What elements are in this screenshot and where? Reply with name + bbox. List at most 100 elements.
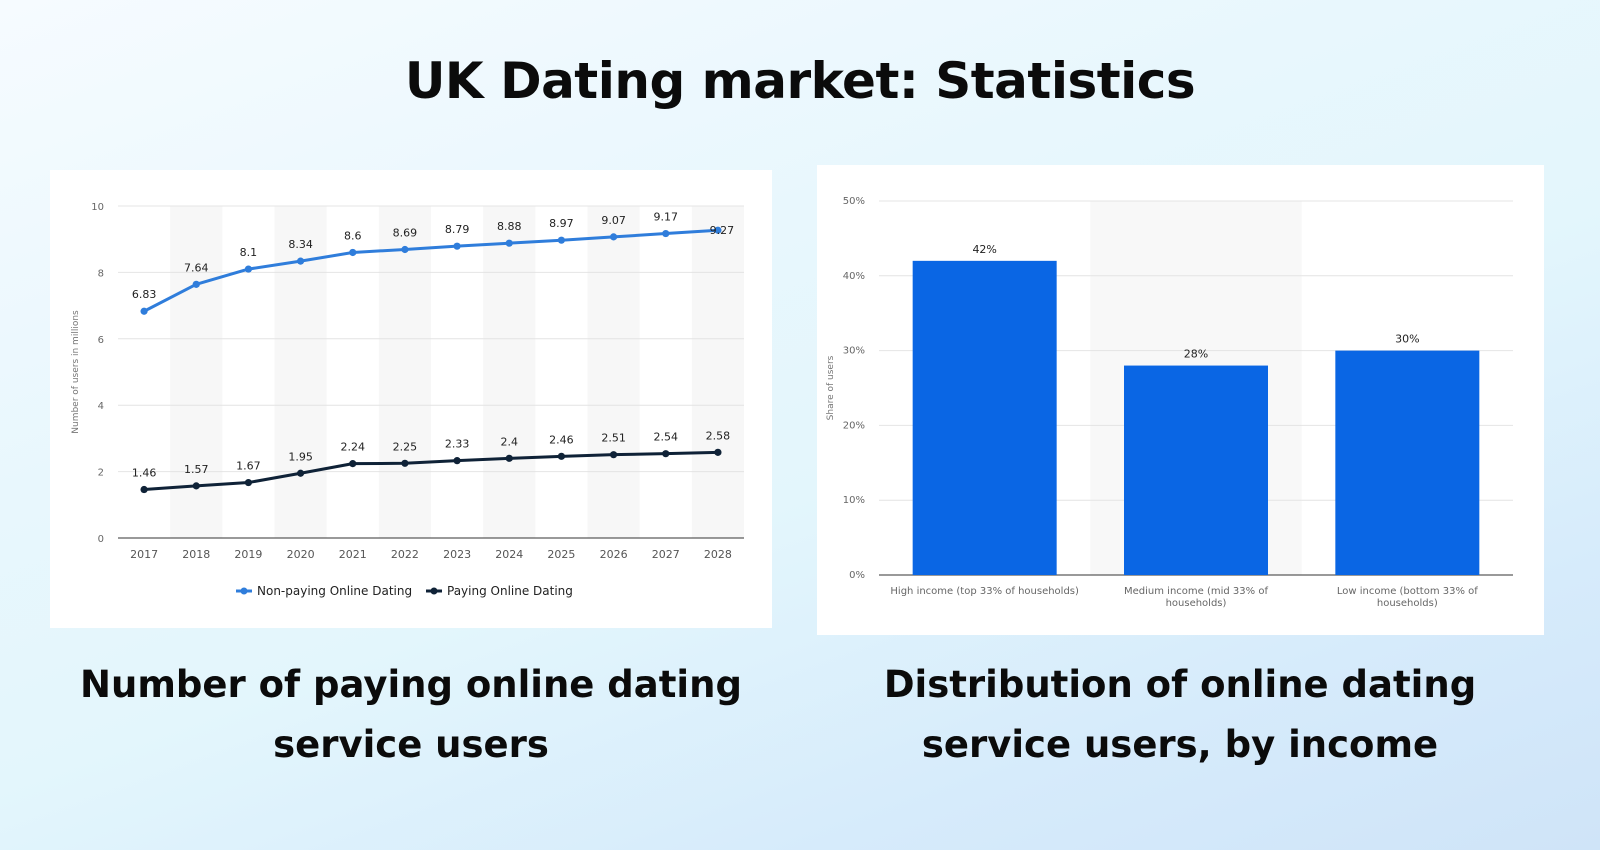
- x-tick-label: households): [1377, 598, 1438, 609]
- data-label: 2.25: [393, 440, 418, 453]
- data-point: [453, 242, 461, 250]
- data-label: 1.46: [132, 467, 157, 480]
- y-tick-label: 30%: [843, 346, 865, 357]
- data-label: 1.95: [288, 450, 313, 463]
- bar-chart-caption: Distribution of online dating service us…: [800, 655, 1560, 775]
- x-tick-label: Medium income (mid 33% of: [1124, 586, 1268, 597]
- data-label: 2.33: [445, 438, 470, 451]
- data-label: 2.4: [501, 435, 519, 448]
- y-tick-label: 50%: [843, 196, 865, 207]
- y-axis-label: Share of users: [826, 355, 836, 420]
- x-tick-label: households): [1166, 598, 1227, 609]
- data-point: [662, 450, 670, 458]
- data-point: [453, 457, 461, 465]
- y-tick-label: 6: [98, 335, 104, 346]
- y-tick-label: 40%: [843, 271, 865, 282]
- line-chart-caption-line2: service users: [273, 723, 549, 766]
- y-tick-label: 2: [98, 468, 104, 479]
- data-label: 42%: [972, 243, 996, 256]
- x-tick-label: Low income (bottom 33% of: [1337, 586, 1478, 597]
- data-point: [505, 454, 513, 462]
- data-point: [244, 265, 253, 273]
- data-label: 9.27: [710, 224, 735, 237]
- x-tick-label: 2022: [391, 548, 419, 561]
- x-tick-label: 2025: [547, 548, 575, 561]
- y-tick-label: 0: [98, 534, 104, 545]
- data-label: 8.97: [549, 217, 574, 230]
- line-chart-caption-line1: Number of paying online dating: [80, 663, 742, 706]
- page-title: UK Dating market: Statistics: [404, 52, 1196, 110]
- data-point: [557, 452, 566, 460]
- series-line-non-paying: [143, 228, 719, 313]
- data-label: 7.64: [184, 261, 209, 274]
- data-label: 8.79: [445, 223, 470, 236]
- bar-chart: 0% 10% 20% 30% 40% 50% Share of users 42% High i…: [826, 196, 1513, 609]
- legend-label: Paying Online Dating: [447, 584, 573, 598]
- legend-label: Non-paying Online Dating: [257, 584, 412, 598]
- data-point: [296, 469, 305, 477]
- x-tick-label: 2024: [495, 548, 523, 561]
- column-band: [691, 206, 744, 538]
- data-point: [714, 448, 722, 456]
- legend-marker: [240, 587, 248, 595]
- data-label: 8.1: [240, 246, 258, 259]
- data-point: [349, 460, 357, 468]
- data-label: 9.17: [654, 211, 679, 224]
- x-tick-label: High income (top 33% of households): [890, 586, 1079, 597]
- x-tick-label: 2018: [182, 548, 210, 561]
- data-point: [192, 280, 200, 288]
- data-label: 2.54: [654, 431, 679, 444]
- data-label: 2.46: [549, 433, 574, 446]
- line-chart: 0 2 4 6 8 10 Number of users in millions 2017 20…: [71, 202, 744, 598]
- x-tick-label: 2021: [339, 548, 367, 561]
- data-label: 1.67: [236, 460, 261, 473]
- legend-marker: [430, 587, 438, 595]
- x-tick-label: 2027: [652, 548, 680, 561]
- bar: [1335, 350, 1480, 575]
- x-tick-label: 2019: [234, 548, 262, 561]
- line-chart-caption: Number of paying online dating service u…: [50, 655, 772, 775]
- y-tick-label: 8: [98, 268, 104, 279]
- column-band: [483, 206, 536, 538]
- data-point: [714, 226, 722, 234]
- x-tick-label: 2017: [130, 548, 158, 561]
- data-point: [609, 233, 618, 241]
- data-point: [662, 229, 670, 238]
- data-label: 1.57: [184, 463, 209, 476]
- data-point: [401, 245, 409, 254]
- data-point: [140, 485, 148, 494]
- y-tick-label: 0%: [849, 570, 865, 581]
- column-band: [587, 206, 640, 538]
- data-label: 30%: [1395, 333, 1419, 346]
- x-tick-label: 2020: [287, 548, 315, 561]
- x-tick-label: 2026: [600, 548, 628, 561]
- y-tick-label: 4: [98, 401, 104, 412]
- data-label: 8.34: [288, 238, 313, 251]
- bar-chart-card: 0% 10% 20% 30% 40% 50% Share of users 42% High i…: [817, 165, 1544, 635]
- data-label: 6.83: [132, 288, 157, 301]
- x-tick-label: 2028: [704, 548, 732, 561]
- bar: [912, 260, 1057, 575]
- data-point: [557, 236, 566, 244]
- data-label: 2.51: [601, 432, 626, 445]
- bar: [1124, 365, 1268, 575]
- line-chart-card: 0 2 4 6 8 10 Number of users in millions 2017 20…: [50, 170, 772, 628]
- series-line-paying: [143, 450, 718, 492]
- bar-chart-caption-line1: Distribution of online dating: [883, 663, 1477, 706]
- column-band: [378, 206, 431, 538]
- data-label: 8.88: [497, 220, 522, 233]
- data-point: [140, 307, 148, 315]
- y-axis-label: Number of users in millions: [71, 310, 81, 434]
- data-label: 2.58: [706, 429, 731, 442]
- y-tick-label: 10: [91, 202, 104, 213]
- data-point: [505, 239, 513, 247]
- y-tick-label: 20%: [843, 420, 865, 431]
- data-label: 28%: [1184, 348, 1208, 361]
- column-band: [274, 206, 327, 538]
- data-label: 2.24: [341, 441, 366, 454]
- data-point: [296, 257, 305, 265]
- data-point: [244, 478, 253, 487]
- x-tick-label: 2023: [443, 548, 471, 561]
- data-label: 9.07: [601, 214, 626, 227]
- data-label: 8.69: [393, 226, 418, 239]
